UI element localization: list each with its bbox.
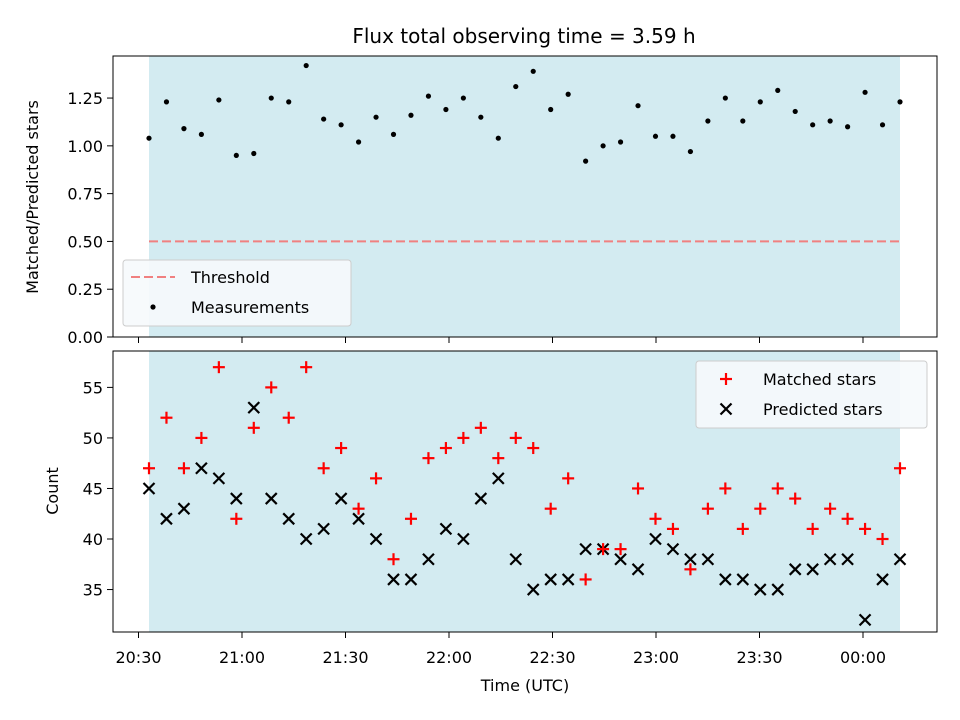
measurement-point — [321, 116, 326, 121]
measurement-point — [199, 132, 204, 137]
top-y-tick-label: 1.00 — [67, 137, 103, 156]
measurement-point — [513, 84, 518, 89]
measurement-point — [583, 159, 588, 164]
measurement-point — [426, 94, 431, 99]
measurement-point — [862, 90, 867, 95]
measurement-point — [391, 132, 396, 137]
measurement-point — [216, 97, 221, 102]
measurement-point — [688, 149, 693, 154]
top-legend: Threshold Measurements — [123, 260, 351, 326]
measurement-point — [548, 107, 553, 112]
measurement-point — [705, 118, 710, 123]
bottom-panel: 35 40 45 50 55 20:30 21:00 21:30 22:00 22:30 23:0… — [43, 351, 937, 695]
chart-title: Flux total observing time = 3.59 h — [352, 24, 695, 48]
measurement-point — [181, 126, 186, 131]
x-tick-label: 00:00 — [840, 648, 886, 667]
measurement-point — [339, 122, 344, 127]
legend-measurements-label: Measurements — [191, 298, 309, 317]
top-y-tick-label: 0.00 — [67, 328, 103, 347]
bottom-y-tick-label: 40 — [83, 530, 103, 549]
chart: Flux total observing time = 3.59 h 0.000… — [0, 0, 960, 720]
x-tick-label: 20:30 — [115, 648, 161, 667]
measurement-point — [880, 122, 885, 127]
measurement-point — [828, 118, 833, 123]
bottom-y-axis-label: Count — [43, 467, 62, 515]
top-panel: 0.00 0.25 0.50 0.75 1.00 1.25 Matched/Predict… — [23, 56, 937, 347]
bottom-y-tick-label: 55 — [83, 378, 103, 397]
measurement-point — [566, 92, 571, 97]
measurement-point — [600, 143, 605, 148]
bottom-y-tick-label: 45 — [83, 479, 103, 498]
measurement-point — [845, 124, 850, 129]
x-tick-label: 22:30 — [529, 648, 575, 667]
measurement-point — [443, 107, 448, 112]
bottom-legend: Matched stars Predicted stars — [696, 361, 927, 428]
top-y-tick-label: 1.25 — [67, 89, 103, 108]
measurement-point — [653, 134, 658, 139]
measurement-point — [635, 103, 640, 108]
measurement-point — [304, 63, 309, 68]
legend-measurements-swatch — [150, 304, 155, 309]
top-y-tick-label: 0.50 — [67, 232, 103, 251]
bottom-y-tick-label: 50 — [83, 429, 103, 448]
measurement-point — [618, 139, 623, 144]
measurement-point — [146, 136, 151, 141]
measurement-point — [897, 99, 902, 104]
x-tick-label: 23:30 — [736, 648, 782, 667]
top-y-tick-label: 0.25 — [67, 280, 103, 299]
measurement-point — [810, 122, 815, 127]
measurement-point — [670, 134, 675, 139]
measurement-point — [531, 69, 536, 74]
legend-matched-label: Matched stars — [763, 370, 876, 389]
measurement-point — [269, 95, 274, 100]
legend-predicted-label: Predicted stars — [763, 400, 883, 419]
measurement-point — [793, 109, 798, 114]
legend-threshold-label: Threshold — [190, 268, 270, 287]
measurement-point — [286, 99, 291, 104]
measurement-point — [461, 95, 466, 100]
measurement-point — [373, 115, 378, 120]
measurement-point — [496, 136, 501, 141]
measurement-point — [164, 99, 169, 104]
x-axis-label: Time (UTC) — [480, 676, 569, 695]
measurement-point — [758, 99, 763, 104]
top-y-axis-label: Matched/Predicted stars — [23, 100, 42, 294]
top-y-tick-label: 0.75 — [67, 185, 103, 204]
x-tick-label: 21:30 — [322, 648, 368, 667]
x-tick-label: 23:00 — [633, 648, 679, 667]
measurement-point — [356, 139, 361, 144]
measurement-point — [723, 95, 728, 100]
measurement-point — [251, 151, 256, 156]
x-tick-label: 21:00 — [219, 648, 265, 667]
measurement-point — [775, 88, 780, 93]
measurement-point — [478, 115, 483, 120]
measurement-point — [740, 118, 745, 123]
bottom-y-tick-label: 35 — [83, 581, 103, 600]
x-tick-label: 22:00 — [426, 648, 472, 667]
measurement-point — [234, 153, 239, 158]
measurement-point — [408, 113, 413, 118]
